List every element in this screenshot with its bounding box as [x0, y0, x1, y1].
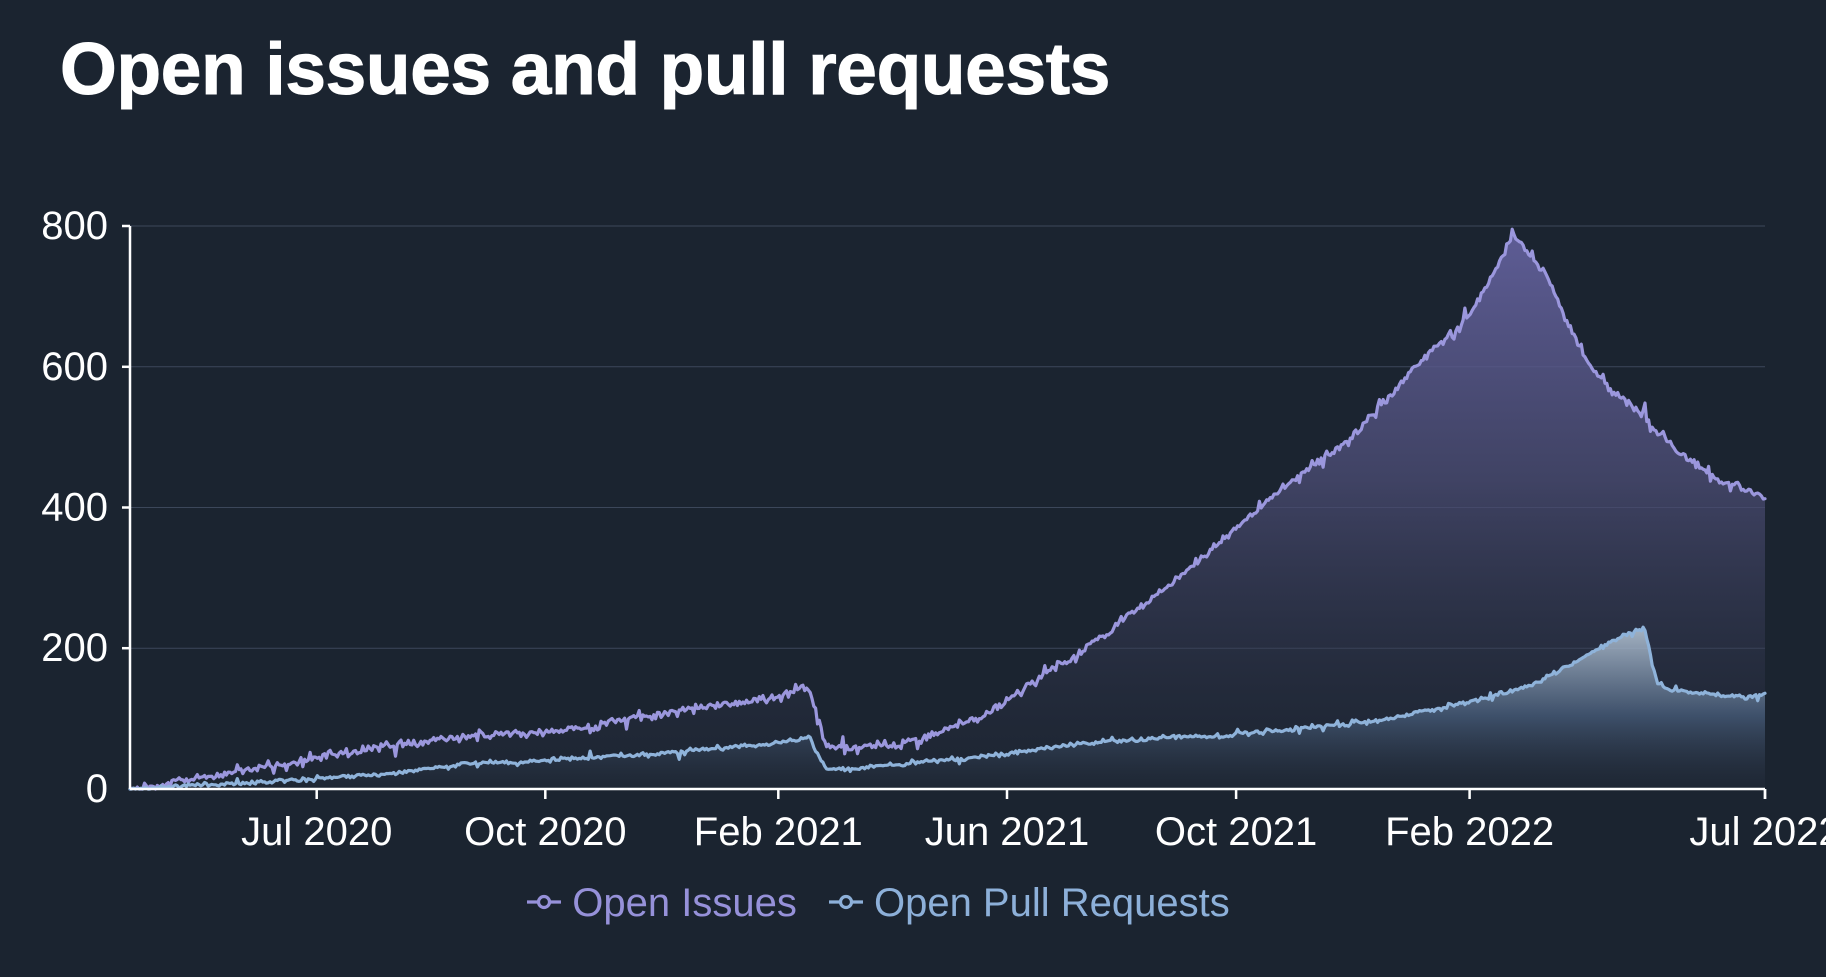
svg-text:Jul 2022: Jul 2022 [1689, 810, 1826, 854]
svg-text:Oct 2021: Oct 2021 [1155, 810, 1317, 854]
svg-text:400: 400 [41, 486, 108, 530]
svg-text:Feb 2022: Feb 2022 [1385, 810, 1554, 854]
svg-text:Oct 2020: Oct 2020 [464, 810, 626, 854]
svg-text:Feb 2021: Feb 2021 [694, 810, 863, 854]
svg-text:Jun 2021: Jun 2021 [925, 810, 1090, 854]
svg-text:0: 0 [86, 767, 108, 811]
svg-text:Jul 2020: Jul 2020 [241, 810, 392, 854]
svg-text:600: 600 [41, 345, 108, 389]
svg-text:200: 200 [41, 626, 108, 670]
svg-text:800: 800 [41, 204, 108, 248]
